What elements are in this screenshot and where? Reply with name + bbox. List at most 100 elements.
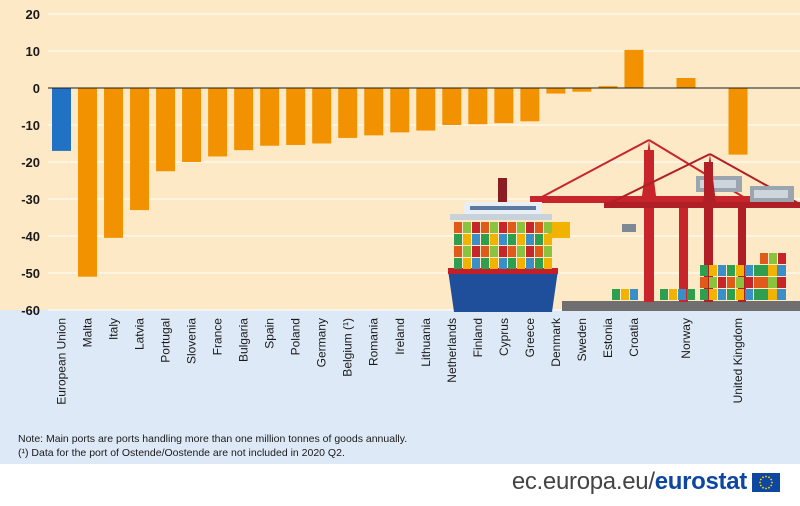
container — [463, 222, 471, 233]
container — [472, 258, 480, 269]
container — [769, 289, 777, 300]
x-tick-label: Italy — [107, 318, 121, 340]
bar — [234, 88, 254, 151]
x-tick-label: Belgium (¹) — [341, 318, 355, 377]
container — [778, 253, 786, 264]
bar — [494, 88, 514, 124]
bar — [130, 88, 150, 211]
container — [508, 258, 516, 269]
x-tick-label: Germany — [315, 318, 329, 367]
flag-star — [765, 487, 767, 489]
x-tick-label: Lithuania — [419, 318, 433, 367]
y-tick-label: 10 — [26, 44, 40, 59]
note-belgium: (¹) Data for the port of Ostende/Oostend… — [18, 447, 345, 459]
container — [463, 246, 471, 257]
x-tick-label: Malta — [81, 318, 95, 348]
stacked-containers — [454, 222, 786, 300]
container — [454, 234, 462, 245]
container — [745, 289, 753, 300]
bar — [78, 88, 98, 277]
container — [490, 234, 498, 245]
container — [769, 253, 777, 264]
eu-flag-icon — [752, 472, 780, 492]
x-tick-label: Greece — [523, 318, 537, 358]
container — [754, 289, 762, 300]
y-tick-label: 20 — [26, 7, 40, 22]
container — [709, 265, 717, 276]
x-tick-label: European Union — [55, 318, 69, 405]
footer-brand: eurostat — [654, 468, 748, 495]
container — [499, 258, 507, 269]
flag-star — [765, 475, 767, 477]
container — [481, 246, 489, 257]
footer-url[interactable]: ec.europa.eu/ — [511, 468, 655, 495]
flag-star — [770, 484, 773, 486]
x-tick-label: Finland — [471, 318, 485, 357]
container — [526, 234, 534, 245]
container — [454, 222, 462, 233]
container — [700, 289, 708, 300]
container — [727, 289, 735, 300]
container — [754, 277, 762, 288]
x-tick-label: Latvia — [133, 318, 147, 350]
container — [508, 222, 516, 233]
bar — [676, 78, 696, 88]
container — [454, 246, 462, 257]
container — [630, 289, 638, 300]
container — [778, 277, 786, 288]
y-tick-label: -50 — [21, 266, 40, 281]
y-tick-label: 0 — [33, 81, 40, 96]
container — [526, 222, 534, 233]
bar — [364, 88, 384, 136]
container — [760, 277, 768, 288]
x-tick-label: Ireland — [393, 318, 407, 355]
container-ship — [448, 178, 570, 312]
container — [526, 258, 534, 269]
container — [517, 222, 525, 233]
container — [709, 277, 717, 288]
bar — [416, 88, 436, 131]
x-tick-label: Cyprus — [497, 318, 511, 356]
container — [736, 265, 744, 276]
container — [499, 234, 507, 245]
container — [526, 246, 534, 257]
port-illustration — [448, 139, 800, 312]
container — [481, 234, 489, 245]
bar — [338, 88, 358, 138]
bar — [468, 88, 488, 125]
x-tick-label: Sweden — [575, 318, 589, 361]
x-tick-label: Netherlands — [445, 318, 459, 383]
bar — [286, 88, 306, 145]
bar — [260, 88, 280, 146]
container — [481, 222, 489, 233]
container — [709, 289, 717, 300]
flag-star — [771, 481, 773, 483]
x-tick-label: France — [211, 318, 225, 356]
container — [718, 265, 726, 276]
container — [718, 277, 726, 288]
bar — [520, 88, 540, 122]
container — [544, 246, 552, 257]
container — [490, 258, 498, 269]
bar-chart: 20 10 0 -10 -20 -30 -40 -50 -60 European Union Ma… — [21, 7, 800, 405]
container — [544, 222, 552, 233]
container — [472, 222, 480, 233]
y-tick-label: -20 — [21, 155, 40, 170]
container — [535, 234, 543, 245]
x-tick-label: Croatia — [627, 318, 641, 357]
bar — [442, 88, 462, 125]
container — [687, 289, 695, 300]
container — [669, 289, 677, 300]
flag-star — [770, 478, 773, 480]
bar — [598, 86, 618, 88]
container — [454, 258, 462, 269]
container — [745, 277, 753, 288]
container — [736, 277, 744, 288]
bar — [312, 88, 332, 144]
flag-star — [759, 478, 762, 480]
container — [481, 258, 489, 269]
container — [700, 265, 708, 276]
container — [472, 234, 480, 245]
flag-star — [759, 484, 762, 486]
bar — [728, 88, 748, 155]
